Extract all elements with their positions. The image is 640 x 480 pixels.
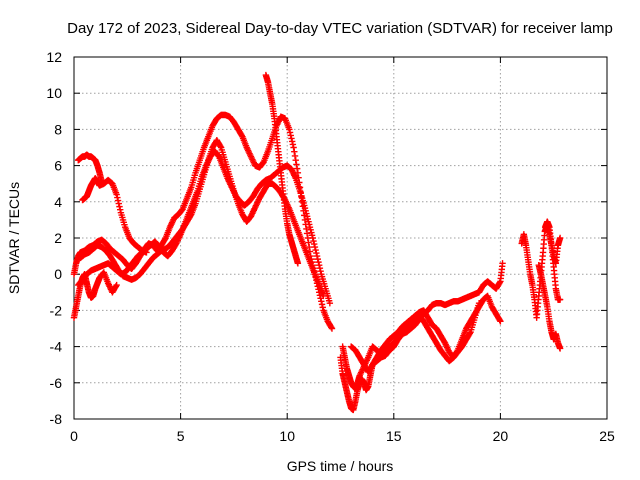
series-arc-10 <box>347 299 483 376</box>
axis-ticks: 0 5 10 15 20 25 -8 -6 -4 -2 0 2 4 6 8 10 12 <box>46 49 615 444</box>
data-point <box>293 161 300 168</box>
x-tick-label: 5 <box>177 428 185 444</box>
y-tick-label: 12 <box>46 49 62 65</box>
data-point <box>294 260 302 267</box>
data-point <box>143 249 150 256</box>
y-axis-title: SDTVAR / TECUs <box>6 182 22 294</box>
data-point <box>290 144 297 151</box>
data-point <box>313 249 320 257</box>
x-tick-label: 20 <box>493 428 509 444</box>
x-tick-label: 0 <box>70 428 78 444</box>
y-tick-label: -2 <box>50 302 63 318</box>
data-point <box>310 237 317 245</box>
data-point <box>291 152 299 160</box>
data-point <box>316 264 324 272</box>
data-point <box>556 296 564 303</box>
data-point <box>303 225 310 233</box>
data-point <box>318 298 325 305</box>
data-point <box>314 255 321 263</box>
y-tick-label: 6 <box>54 158 62 174</box>
data-point <box>496 279 503 286</box>
x-tick-label: 10 <box>279 428 295 444</box>
data-point <box>291 148 298 155</box>
data-point <box>317 267 324 275</box>
y-tick-label: 10 <box>46 85 62 101</box>
data-point <box>113 281 120 289</box>
chart-title: Day 172 of 2023, Sidereal Day-to-day VTE… <box>67 20 613 37</box>
data-point <box>116 203 123 210</box>
data-point <box>114 194 121 201</box>
data-point <box>286 126 293 133</box>
data-point <box>499 260 506 267</box>
series-arc-7 <box>262 71 302 267</box>
data-point <box>319 304 326 311</box>
data-point <box>328 325 336 332</box>
x-tick-label: 15 <box>386 428 402 444</box>
data-point <box>113 191 120 198</box>
data-point <box>161 236 169 243</box>
data-point <box>326 299 334 307</box>
series-arc-4 <box>79 175 150 256</box>
data-point <box>112 283 120 290</box>
data-point <box>292 156 299 164</box>
data-point <box>238 132 245 139</box>
data-point <box>116 206 124 213</box>
data-point <box>328 324 335 331</box>
data-point <box>311 243 319 251</box>
y-tick-label: -8 <box>50 411 63 427</box>
data-point <box>315 258 322 266</box>
data-point <box>466 330 474 337</box>
series-arc-13 <box>541 220 564 267</box>
data-point <box>288 138 296 145</box>
y-tick-label: 2 <box>54 230 62 246</box>
data-point <box>289 141 297 148</box>
series-arc-5 <box>75 151 105 186</box>
data-point <box>497 318 504 325</box>
data-point <box>217 143 224 150</box>
data-point <box>309 234 316 242</box>
data-markers <box>70 71 564 414</box>
data-point <box>115 200 122 207</box>
data-point <box>287 132 294 139</box>
data-point <box>286 129 294 136</box>
y-tick-label: -4 <box>50 339 63 355</box>
data-point <box>114 197 122 204</box>
data-point <box>311 240 318 248</box>
data-point <box>98 178 105 186</box>
x-tick-label: 25 <box>599 428 615 444</box>
data-point <box>293 165 301 172</box>
data-point <box>496 316 503 324</box>
x-axis-title: GPS time / hours <box>287 458 394 474</box>
series-arc-6 <box>70 269 120 321</box>
data-point <box>303 230 311 237</box>
data-point <box>187 212 194 219</box>
data-point <box>305 239 312 246</box>
y-tick-label: 4 <box>54 194 62 210</box>
data-point <box>288 135 295 142</box>
series-arc-12 <box>535 261 564 352</box>
series-arc-8 <box>337 260 506 414</box>
data-point <box>313 252 321 260</box>
data-point <box>556 234 564 242</box>
data-point <box>320 292 327 300</box>
data-point <box>301 216 309 224</box>
y-tick-label: -6 <box>50 375 63 391</box>
data-point <box>315 261 323 269</box>
data-point <box>312 246 319 254</box>
y-tick-label: 8 <box>54 121 62 137</box>
data-point <box>318 301 326 308</box>
y-tick-label: 0 <box>54 266 62 282</box>
data-point <box>556 345 564 352</box>
data-point <box>475 299 483 307</box>
